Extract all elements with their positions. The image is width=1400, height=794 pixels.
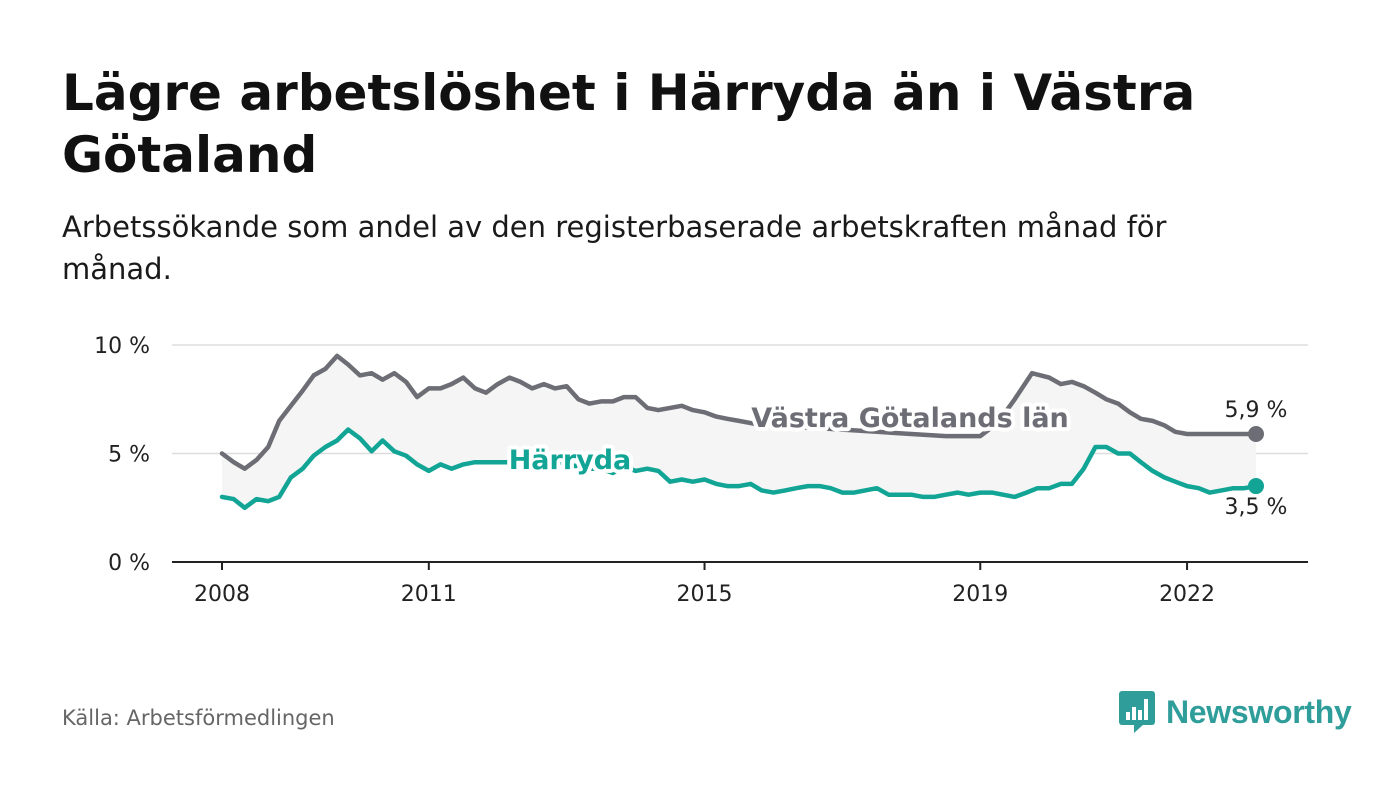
x-tick-label: 2011	[401, 582, 457, 607]
source-note: Källa: Arbetsförmedlingen	[62, 706, 335, 730]
chart-title: Lägre arbetslöshet i Härryda än i Västra…	[62, 64, 1196, 184]
chart-subtitle: Arbetssökande som andel av den registerb…	[62, 210, 1167, 286]
x-tick-label: 2022	[1159, 582, 1215, 607]
series-label-vastra-gotaland-halo: Västra Götalands län	[751, 403, 1069, 434]
x-tick-label: 2019	[952, 582, 1008, 607]
end-marker-harryda	[1248, 478, 1264, 495]
brand-logo: Newsworthy	[1118, 690, 1352, 734]
y-tick-label: 10 %	[94, 334, 150, 359]
difference-band	[222, 355, 1256, 508]
series-line-harryda	[219, 427, 1259, 511]
bar-chart-speech-bubble-icon	[1119, 691, 1155, 733]
brand-name: Newsworthy	[1166, 693, 1352, 730]
x-tick-label: 2008	[194, 582, 250, 607]
end-label-vastra-gotaland: 5,9 %	[1225, 398, 1288, 423]
series-label-harryda-halo: Härryda	[509, 445, 632, 476]
y-tick-label: 5 %	[108, 443, 150, 468]
x-tick-label: 2015	[677, 582, 733, 607]
series-label-harryda: Härryda	[509, 445, 632, 476]
series-label-vastra-gotaland: Västra Götalands län	[751, 403, 1069, 434]
end-label-harryda: 3,5 %	[1225, 495, 1288, 520]
end-marker-vastra-gotaland	[1248, 425, 1264, 442]
y-tick-label: 0 %	[108, 551, 150, 576]
series-line-vastra-gotaland	[219, 353, 1259, 471]
